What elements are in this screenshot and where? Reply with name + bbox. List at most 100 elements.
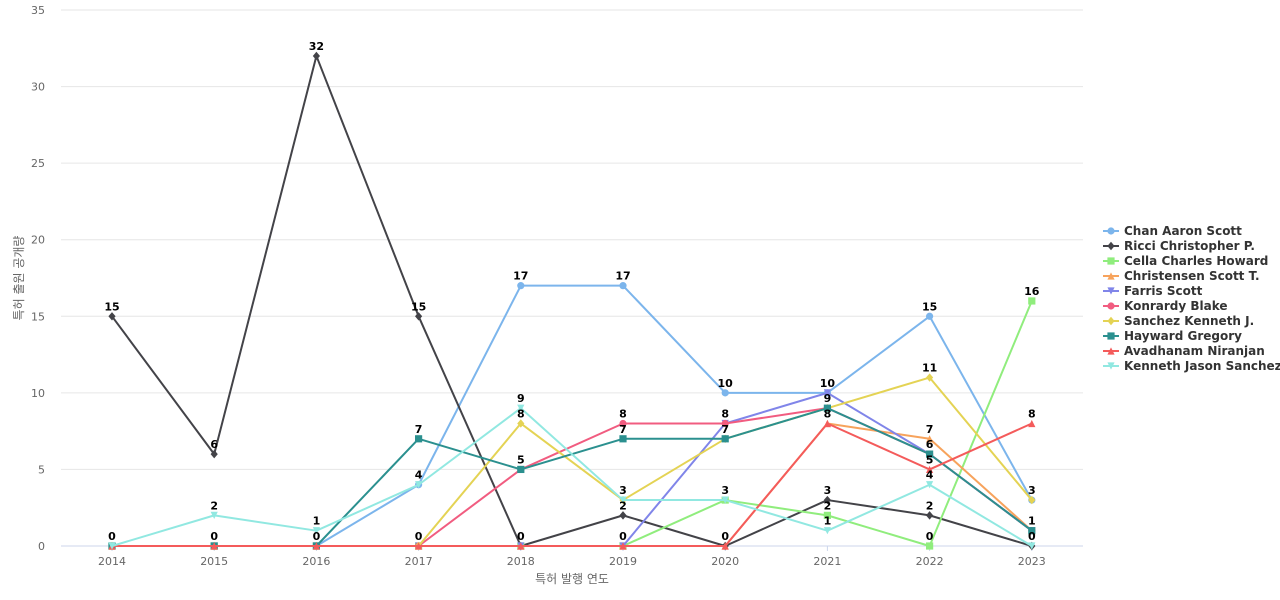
data-point [108, 312, 116, 321]
series-line [112, 284, 1033, 547]
data-label: 0 [313, 530, 321, 543]
data-label: 15 [411, 300, 426, 313]
data-label: 15 [922, 300, 937, 313]
data-label: 8 [517, 407, 525, 420]
legend-item-farris-scott[interactable]: Farris Scott [1103, 284, 1203, 298]
data-point [415, 435, 423, 443]
data-label: 16 [1024, 285, 1040, 298]
data-label: 4 [926, 469, 934, 482]
grid-lines [61, 9, 1083, 547]
data-label: 7 [721, 423, 729, 436]
data-label: 11 [922, 362, 937, 375]
x-tick-label: 2019 [609, 555, 637, 568]
data-point [823, 389, 831, 397]
y-tick-label: 5 [38, 463, 45, 476]
series-lines [108, 51, 1036, 551]
legend-item-chan-aaron-scott[interactable]: Chan Aaron Scott [1103, 224, 1242, 238]
legend-item-ricci-christopher-p[interactable]: Ricci Christopher P. [1103, 239, 1255, 253]
data-label: 0 [926, 530, 934, 543]
y-axis-title: 특허 출원 공개량 [12, 236, 26, 321]
legend-item-christensen-scott-t[interactable]: Christensen Scott T. [1103, 269, 1260, 283]
data-label: 2 [824, 499, 832, 512]
data-label: 1 [1028, 515, 1036, 528]
series-line [111, 407, 1033, 547]
data-point [721, 542, 729, 550]
y-tick-label: 30 [31, 81, 45, 94]
data-point [1028, 542, 1036, 550]
data-label: 5 [517, 453, 525, 466]
data-label: 8 [721, 407, 729, 420]
data-point [926, 481, 934, 489]
legend-marker [1107, 302, 1115, 310]
data-label: 0 [1028, 530, 1036, 543]
data-point [619, 435, 627, 443]
legend-item-kenneth-jason-sanchez[interactable]: Kenneth Jason Sanchez [1103, 359, 1280, 373]
data-label: 10 [718, 377, 734, 390]
legend-label: Konrardy Blake [1124, 299, 1228, 313]
x-tick-label: 2015 [200, 555, 228, 568]
data-point [721, 496, 729, 504]
data-point [210, 449, 218, 459]
x-tick-label: 2016 [302, 555, 330, 568]
legend-item-sanchez-kenneth-j[interactable]: Sanchez Kenneth J. [1103, 314, 1254, 328]
data-point [517, 404, 525, 412]
data-label: 7 [926, 423, 934, 436]
data-label: 0 [108, 530, 116, 543]
data-point [823, 527, 831, 535]
data-point [619, 542, 627, 550]
x-tick-label: 2020 [711, 555, 739, 568]
series-line [112, 407, 1033, 547]
series-line [112, 407, 1033, 547]
series-line [112, 422, 1033, 547]
data-label: 2 [210, 499, 218, 512]
legend-item-avadhanam-niranjan[interactable]: Avadhanam Niranjan [1103, 344, 1265, 358]
legend-marker [1107, 347, 1115, 355]
legend-label: Farris Scott [1124, 284, 1203, 298]
data-label: 9 [517, 392, 525, 405]
data-label: 0 [721, 530, 729, 543]
y-tick-label: 25 [31, 157, 45, 170]
series-ricci-christopher-p [108, 51, 1036, 551]
data-point [517, 542, 525, 550]
data-point [517, 419, 525, 428]
data-label: 0 [210, 530, 218, 543]
data-point [415, 312, 423, 321]
data-point [926, 450, 934, 458]
data-point [926, 373, 934, 382]
data-point [210, 542, 218, 550]
legend-label: Ricci Christopher P. [1124, 239, 1255, 253]
legend-item-konrardy-blake[interactable]: Konrardy Blake [1103, 299, 1228, 313]
data-point [312, 51, 320, 61]
series-hayward-gregory [108, 404, 1036, 550]
legend-marker [1107, 316, 1115, 326]
data-label: 8 [619, 407, 627, 420]
data-label: 5 [926, 453, 934, 466]
data-labels: 1506203210157401798501787320108730109832… [104, 40, 1039, 543]
data-point [823, 419, 831, 428]
legend-item-hayward-gregory[interactable]: Hayward Gregory [1103, 329, 1242, 343]
data-point [312, 527, 320, 535]
data-point [619, 419, 627, 428]
data-label: 1 [313, 515, 321, 528]
x-axis-title: 특허 발행 연도 [535, 571, 609, 586]
series-avadhanam-niranjan [108, 419, 1036, 550]
data-point [823, 511, 831, 519]
data-point [619, 282, 627, 290]
legend-label: Chan Aaron Scott [1124, 224, 1242, 238]
data-point [926, 435, 934, 443]
data-label: 3 [824, 484, 832, 497]
legend-label: Cella Charles Howard [1124, 254, 1268, 268]
y-tick-label: 35 [31, 4, 45, 17]
data-point [210, 511, 218, 519]
legend-item-cella-charles-howard[interactable]: Cella Charles Howard [1103, 254, 1268, 268]
data-point [517, 465, 525, 474]
legend-label: Kenneth Jason Sanchez [1124, 359, 1280, 373]
legend-marker [1107, 287, 1115, 295]
series-sanchez-kenneth-j [108, 373, 1036, 551]
data-point [926, 312, 934, 320]
legend-label: Christensen Scott T. [1124, 269, 1260, 283]
legend-label: Hayward Gregory [1124, 329, 1242, 343]
data-label: 15 [104, 300, 119, 313]
legend-marker [1107, 227, 1115, 235]
